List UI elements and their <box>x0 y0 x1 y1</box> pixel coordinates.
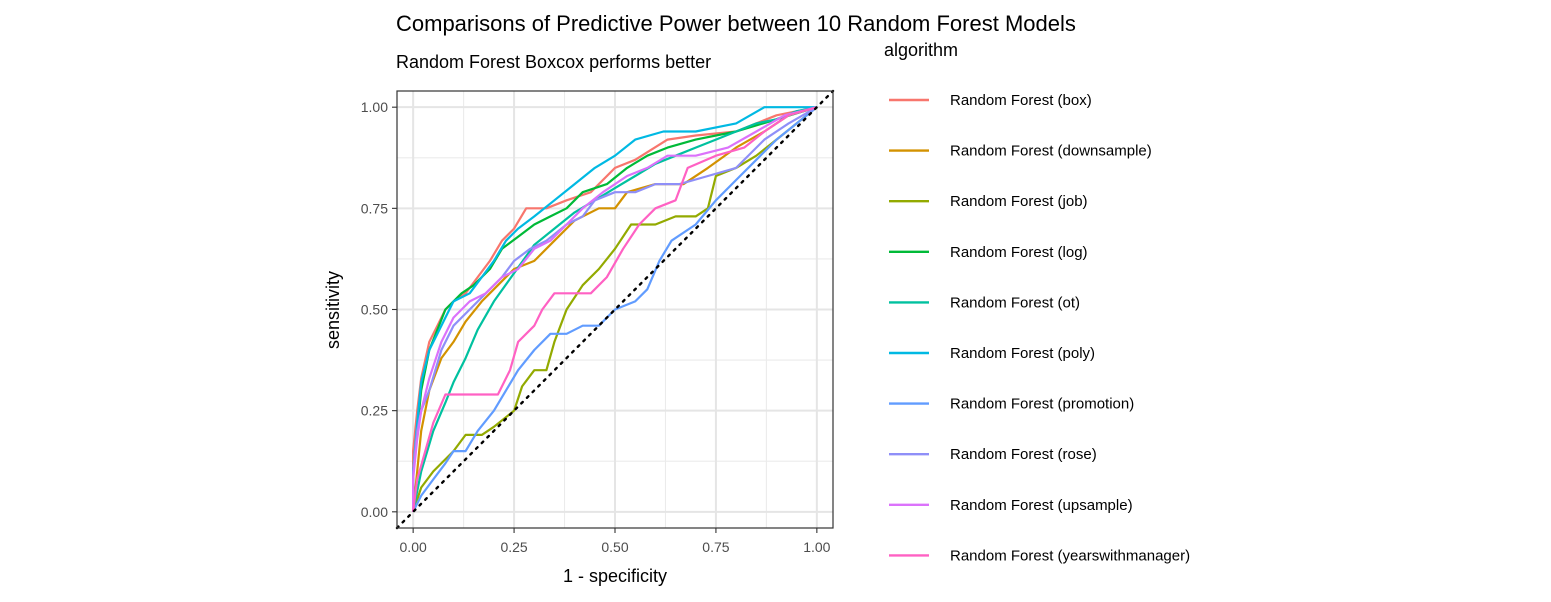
reference-diagonal-line <box>395 89 835 530</box>
series-lines <box>412 106 818 513</box>
x-tick-label: 1.00 <box>803 539 830 555</box>
x-tick-label: 0.50 <box>601 539 628 555</box>
legend-label: Random Forest (downsample) <box>950 143 1152 160</box>
legend-label: Random Forest (yearswithmanager) <box>950 547 1190 564</box>
legend-label: Random Forest (log) <box>950 244 1088 261</box>
roc-series-line <box>412 106 817 512</box>
reference-diagonal <box>395 89 835 530</box>
y-tick-label: 0.00 <box>361 504 388 520</box>
x-tick-label: 0.75 <box>702 539 729 555</box>
legend-label: Random Forest (upsample) <box>950 497 1133 514</box>
legend: Random Forest (box) Random Forest (downsa… <box>889 92 1190 564</box>
legend-title: algorithm <box>884 40 958 60</box>
chart-title: Comparisons of Predictive Power between … <box>396 11 1076 36</box>
legend-label: Random Forest (poly) <box>950 345 1095 362</box>
roc-series-line <box>412 106 818 512</box>
y-tick-label: 0.75 <box>361 200 388 216</box>
grid-lines <box>397 91 833 528</box>
roc-series-line <box>412 106 818 512</box>
y-tick-label: 1.00 <box>361 99 388 115</box>
legend-label: Random Forest (box) <box>950 92 1092 109</box>
y-tick-label: 0.50 <box>361 302 388 318</box>
legend-label: Random Forest (rose) <box>950 446 1097 463</box>
y-tick-label: 0.25 <box>361 403 388 419</box>
roc-series-line <box>412 106 818 512</box>
roc-series-line <box>412 106 818 512</box>
roc-series-line <box>412 106 818 512</box>
x-axis-ticks: 0.00 0.25 0.50 0.75 1.00 <box>400 528 831 555</box>
legend-label: Random Forest (job) <box>950 193 1088 210</box>
roc-series-line <box>412 106 818 513</box>
chart-subtitle: Random Forest Boxcox performs better <box>396 52 712 72</box>
x-axis-label: 1 - specificity <box>563 566 667 586</box>
y-axis-label: sensitivity <box>323 271 343 349</box>
legend-label: Random Forest (ot) <box>950 294 1080 311</box>
y-axis-ticks: 0.00 0.25 0.50 0.75 1.00 <box>361 99 397 520</box>
x-tick-label: 0.25 <box>500 539 527 555</box>
legend-label: Random Forest (promotion) <box>950 396 1134 413</box>
x-tick-label: 0.00 <box>400 539 427 555</box>
